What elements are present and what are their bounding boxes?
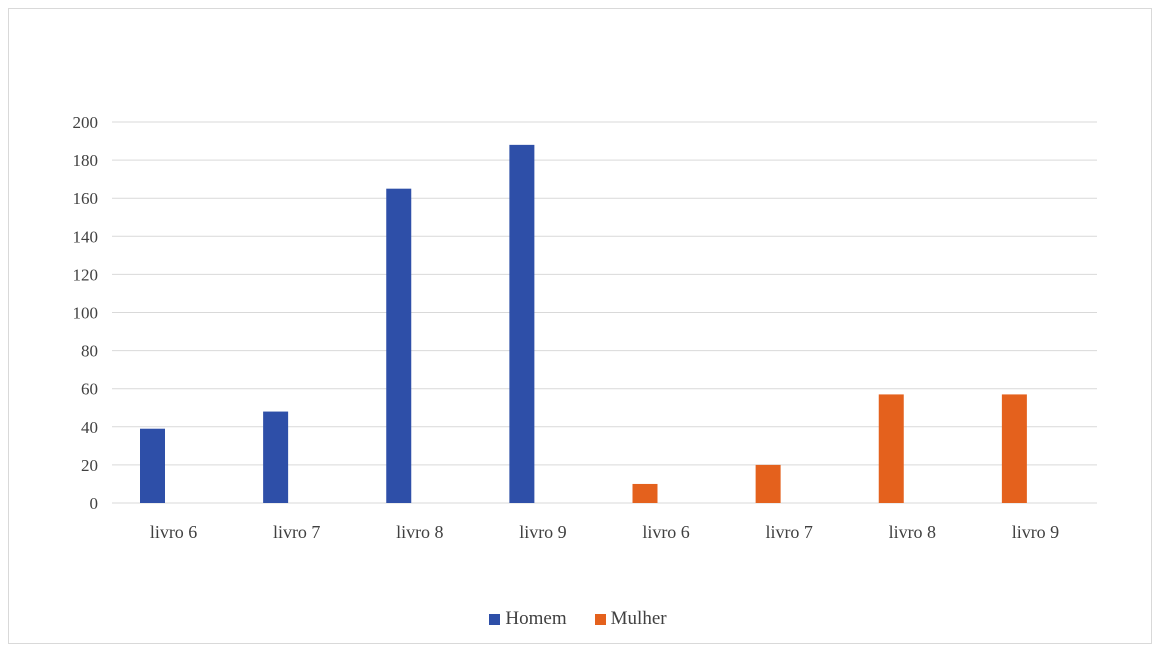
y-tick-label: 0 bbox=[90, 494, 99, 513]
bar-homem-1 bbox=[140, 428, 165, 503]
chart-frame bbox=[8, 8, 1152, 644]
bar-mulher-5 bbox=[632, 483, 658, 503]
y-tick-label: 160 bbox=[73, 189, 99, 208]
bar-mulher-6 bbox=[755, 464, 781, 503]
legend-swatch bbox=[594, 613, 606, 625]
x-category-label: livro 6 bbox=[642, 522, 690, 542]
legend-item-homem: Homem bbox=[489, 608, 567, 630]
grid-lines bbox=[112, 121, 1097, 504]
bars bbox=[140, 144, 1027, 504]
bar-homem-2 bbox=[263, 411, 289, 503]
x-category-label: livro 7 bbox=[765, 522, 813, 542]
y-axis-ticks: 0 20 40 60 80 100 120 140 160 180 200 bbox=[73, 113, 99, 513]
bar-mulher-7 bbox=[878, 394, 904, 503]
x-category-label: livro 8 bbox=[396, 522, 444, 542]
legend-item-mulher: Mulher bbox=[594, 608, 667, 630]
x-category-label: livro 7 bbox=[273, 522, 321, 542]
y-tick-label: 180 bbox=[73, 151, 99, 170]
y-tick-label: 20 bbox=[81, 456, 98, 475]
legend-label: Homem bbox=[505, 608, 567, 629]
y-tick-label: 120 bbox=[73, 265, 99, 284]
x-category-label: livro 9 bbox=[1012, 522, 1060, 542]
x-category-label: livro 8 bbox=[889, 522, 937, 542]
bar-mulher-8 bbox=[1001, 394, 1027, 503]
y-tick-label: 40 bbox=[81, 418, 98, 437]
bar-homem-3 bbox=[386, 188, 412, 504]
legend-label: Mulher bbox=[610, 608, 667, 629]
legend: Homem Mulher bbox=[0, 606, 1156, 632]
x-axis-labels: livro 6 livro 7 livro 8 livro 9 livro 6 livro… bbox=[150, 522, 1059, 542]
y-tick-label: 100 bbox=[73, 304, 99, 323]
bar-homem-4 bbox=[509, 144, 535, 504]
x-category-label: livro 6 bbox=[150, 522, 198, 542]
y-tick-label: 80 bbox=[81, 342, 98, 361]
x-category-label: livro 9 bbox=[519, 522, 567, 542]
y-tick-label: 140 bbox=[73, 227, 99, 246]
y-tick-label: 200 bbox=[73, 113, 99, 132]
legend-swatch bbox=[489, 613, 501, 625]
y-tick-label: 60 bbox=[81, 380, 98, 399]
